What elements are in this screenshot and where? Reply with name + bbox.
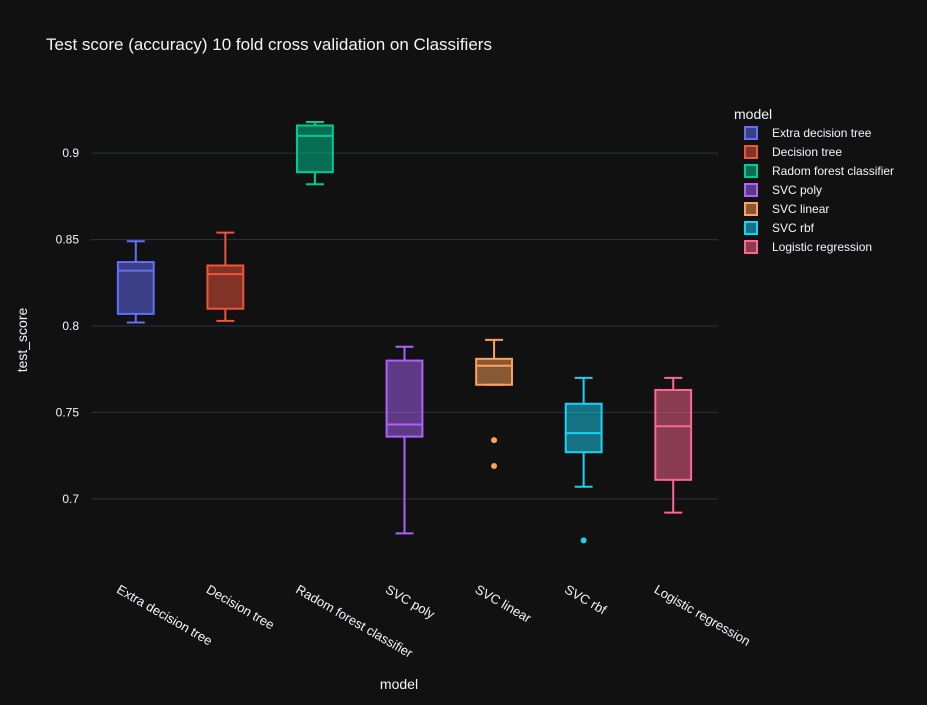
outlier-point: [491, 463, 498, 470]
box-iqr: [564, 402, 603, 454]
legend-item: Extra decision tree: [744, 126, 872, 140]
box-group: [296, 121, 334, 186]
legend: model Extra decision tree Decision tree Ra…: [734, 106, 894, 254]
y-tick-label: 0.75: [56, 405, 80, 419]
box-iqr: [654, 388, 693, 481]
legend-label: Logistic regression: [772, 240, 872, 254]
box-layer: [116, 121, 693, 544]
legend-swatch: [744, 126, 758, 140]
y-tick-label: 0.9: [62, 146, 79, 160]
legend-item: Radom forest classifier: [744, 164, 894, 178]
box-group: [475, 338, 513, 470]
legend-item: SVC linear: [744, 202, 829, 216]
box-iqr: [475, 357, 513, 386]
legend-label: Extra decision tree: [772, 126, 872, 140]
legend-title: model: [734, 106, 772, 122]
chart-title: Test score (accuracy) 10 fold cross vali…: [46, 35, 492, 54]
legend-item: SVC rbf: [744, 221, 815, 235]
y-tick-label: 0.85: [56, 233, 80, 247]
legend-label: SVC poly: [772, 183, 822, 197]
box-group: [206, 231, 245, 322]
y-tick-label: 0.7: [62, 492, 79, 506]
x-axis-title: model: [380, 676, 418, 692]
legend-label: Radom forest classifier: [772, 164, 894, 178]
legend-items: Extra decision tree Decision tree Radom fo…: [744, 126, 894, 254]
y-tick-label: 0.8: [62, 319, 79, 333]
box-iqr: [296, 124, 334, 174]
legend-swatch: [744, 221, 758, 235]
legend-swatch: [744, 183, 758, 197]
legend-item: Decision tree: [744, 145, 842, 159]
legend-label: Decision tree: [772, 145, 842, 159]
legend-swatch: [744, 202, 758, 216]
y-axis-title: test_score: [14, 307, 30, 372]
legend-label: SVC rbf: [772, 221, 815, 235]
legend-item: Logistic regression: [744, 240, 872, 254]
legend-swatch: [744, 145, 758, 159]
outlier-point: [580, 537, 587, 544]
legend-swatch: [744, 240, 758, 254]
legend-label: SVC linear: [772, 202, 829, 216]
box-group: [116, 240, 155, 324]
box-iqr: [206, 264, 245, 310]
box-group: [385, 345, 424, 535]
y-tick-labels: 0.7 0.75 0.8 0.85 0.9: [56, 146, 80, 506]
legend-item: SVC poly: [744, 183, 822, 197]
box-group: [654, 376, 693, 514]
outlier-point: [491, 437, 498, 444]
legend-swatch: [744, 164, 758, 178]
box-group: [564, 376, 603, 544]
